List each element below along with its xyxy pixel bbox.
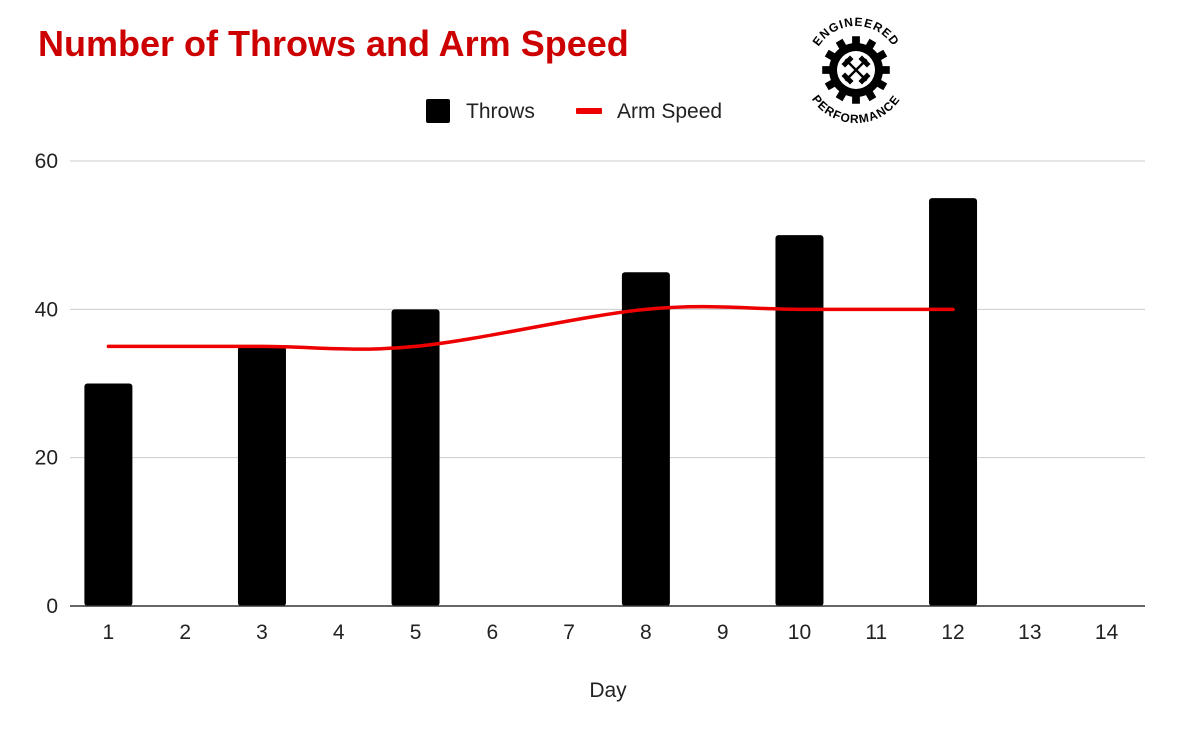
bar-throws-day-1 — [84, 383, 133, 606]
arm-speed-line — [106, 304, 955, 351]
gridlines — [70, 160, 1145, 459]
barbell-bar — [844, 58, 868, 82]
chart-title: Number of Throws and Arm Speed — [38, 23, 629, 64]
x-tick-label-9: 9 — [717, 621, 729, 644]
legend-swatch-arm-speed — [576, 108, 602, 114]
bar-throws-day-3 — [237, 346, 286, 606]
x-tick-label-8: 8 — [640, 621, 652, 644]
x-axis-tick-labels: 1 2 3 4 5 6 7 8 9 10 11 12 13 14 — [103, 621, 1119, 644]
barbell-plate — [858, 55, 871, 68]
x-axis-title: Day — [589, 679, 627, 702]
x-tick-label-1: 1 — [103, 621, 115, 644]
bar-throws-day-10 — [775, 235, 824, 606]
x-tick-label-3: 3 — [256, 621, 268, 644]
x-tick-label-6: 6 — [486, 621, 498, 644]
y-tick-label-40: 40 — [35, 298, 58, 321]
x-tick-label-5: 5 — [410, 621, 422, 644]
x-tick-label-7: 7 — [563, 621, 575, 644]
x-tick-label-12: 12 — [941, 621, 964, 644]
x-tick-label-11: 11 — [865, 621, 887, 644]
legend-swatch-throws — [426, 99, 450, 123]
bar-throws-day-8 — [621, 272, 670, 606]
barbell-2 — [841, 55, 871, 85]
engineered-performance-logo: ENGINEERED PERFORMANCE — [809, 15, 902, 126]
bar-throws-day-12 — [929, 198, 978, 607]
arm-speed-line-layer — [106, 304, 955, 351]
y-tick-label-60: 60 — [35, 150, 58, 173]
y-tick-label-0: 0 — [46, 595, 58, 618]
legend-label-arm-speed: Arm Speed — [617, 100, 722, 123]
x-tick-label-10: 10 — [788, 621, 811, 644]
x-tick-label-14: 14 — [1095, 621, 1119, 644]
legend-label-throws: Throws — [466, 100, 535, 123]
bar-throws-day-5 — [391, 309, 440, 606]
x-tick-label-13: 13 — [1018, 621, 1041, 644]
barbell-plate — [858, 72, 871, 85]
x-tick-label-2: 2 — [179, 621, 191, 644]
legend: Throws Arm Speed — [426, 99, 722, 123]
barbell-plate — [841, 55, 854, 68]
gear-crossed-barbells-icon — [822, 36, 890, 104]
y-tick-label-20: 20 — [35, 447, 58, 470]
y-axis-tick-labels: 0 20 40 60 — [35, 150, 58, 618]
x-tick-label-4: 4 — [333, 621, 345, 644]
barbell-plate — [841, 72, 854, 85]
throws-bars — [84, 198, 978, 607]
